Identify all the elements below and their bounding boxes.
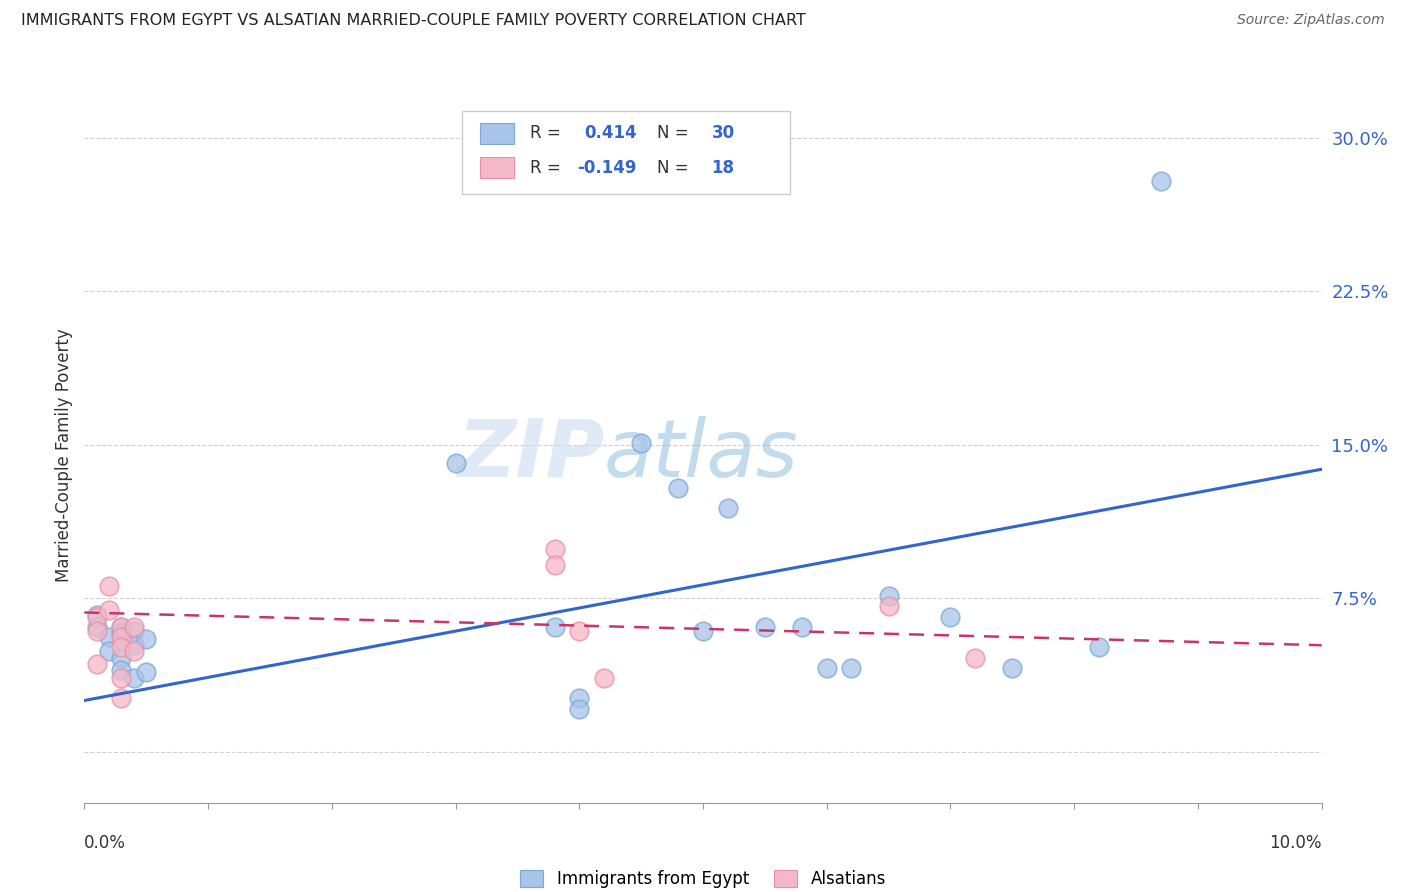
Point — [965, 650, 987, 665]
Point — [568, 691, 591, 706]
Point — [86, 620, 108, 634]
Point — [110, 663, 132, 677]
Point — [444, 456, 467, 470]
Y-axis label: Married-Couple Family Poverty: Married-Couple Family Poverty — [55, 328, 73, 582]
Point — [98, 603, 121, 617]
Point — [135, 665, 157, 679]
Point — [122, 620, 145, 634]
Point — [568, 624, 591, 638]
Point — [122, 644, 145, 658]
Text: 0.0%: 0.0% — [84, 834, 127, 852]
Point — [939, 609, 962, 624]
Point — [86, 657, 108, 671]
Point — [86, 609, 108, 624]
Point — [877, 589, 900, 603]
Point — [122, 638, 145, 652]
Point — [98, 630, 121, 644]
Point — [110, 691, 132, 706]
Point — [86, 624, 108, 638]
Point — [543, 558, 565, 573]
Point — [666, 481, 689, 495]
Text: Source: ZipAtlas.com: Source: ZipAtlas.com — [1237, 13, 1385, 28]
Point — [135, 632, 157, 646]
Text: -0.149: -0.149 — [576, 159, 637, 177]
FancyBboxPatch shape — [461, 111, 790, 194]
Point — [543, 620, 565, 634]
Point — [841, 661, 863, 675]
FancyBboxPatch shape — [481, 123, 513, 144]
Point — [1150, 174, 1173, 188]
Point — [110, 620, 132, 634]
Text: R =: R = — [530, 125, 565, 143]
Text: IMMIGRANTS FROM EGYPT VS ALSATIAN MARRIED-COUPLE FAMILY POVERTY CORRELATION CHAR: IMMIGRANTS FROM EGYPT VS ALSATIAN MARRIE… — [21, 13, 806, 29]
Point — [630, 435, 652, 450]
Point — [98, 579, 121, 593]
Legend: Immigrants from Egypt, Alsatians: Immigrants from Egypt, Alsatians — [520, 871, 886, 888]
Text: atlas: atlas — [605, 416, 799, 494]
Point — [110, 630, 132, 644]
Text: 30: 30 — [711, 125, 735, 143]
Point — [110, 620, 132, 634]
Point — [122, 624, 145, 638]
Point — [543, 542, 565, 557]
Point — [692, 624, 714, 638]
Point — [98, 644, 121, 658]
Point — [877, 599, 900, 614]
Point — [717, 501, 740, 516]
Text: N =: N = — [657, 125, 695, 143]
Point — [110, 650, 132, 665]
Point — [110, 671, 132, 685]
Point — [110, 626, 132, 640]
Text: 0.414: 0.414 — [585, 125, 637, 143]
Point — [593, 671, 616, 685]
Text: 10.0%: 10.0% — [1270, 834, 1322, 852]
Point — [1001, 661, 1024, 675]
Point — [815, 661, 838, 675]
Point — [86, 607, 108, 622]
Point — [790, 620, 813, 634]
Text: ZIP: ZIP — [457, 416, 605, 494]
Point — [110, 640, 132, 655]
Point — [122, 671, 145, 685]
Point — [568, 701, 591, 715]
Text: N =: N = — [657, 159, 695, 177]
Text: 18: 18 — [711, 159, 735, 177]
Point — [1088, 640, 1111, 655]
Text: R =: R = — [530, 159, 565, 177]
Point — [754, 620, 776, 634]
FancyBboxPatch shape — [481, 157, 513, 178]
